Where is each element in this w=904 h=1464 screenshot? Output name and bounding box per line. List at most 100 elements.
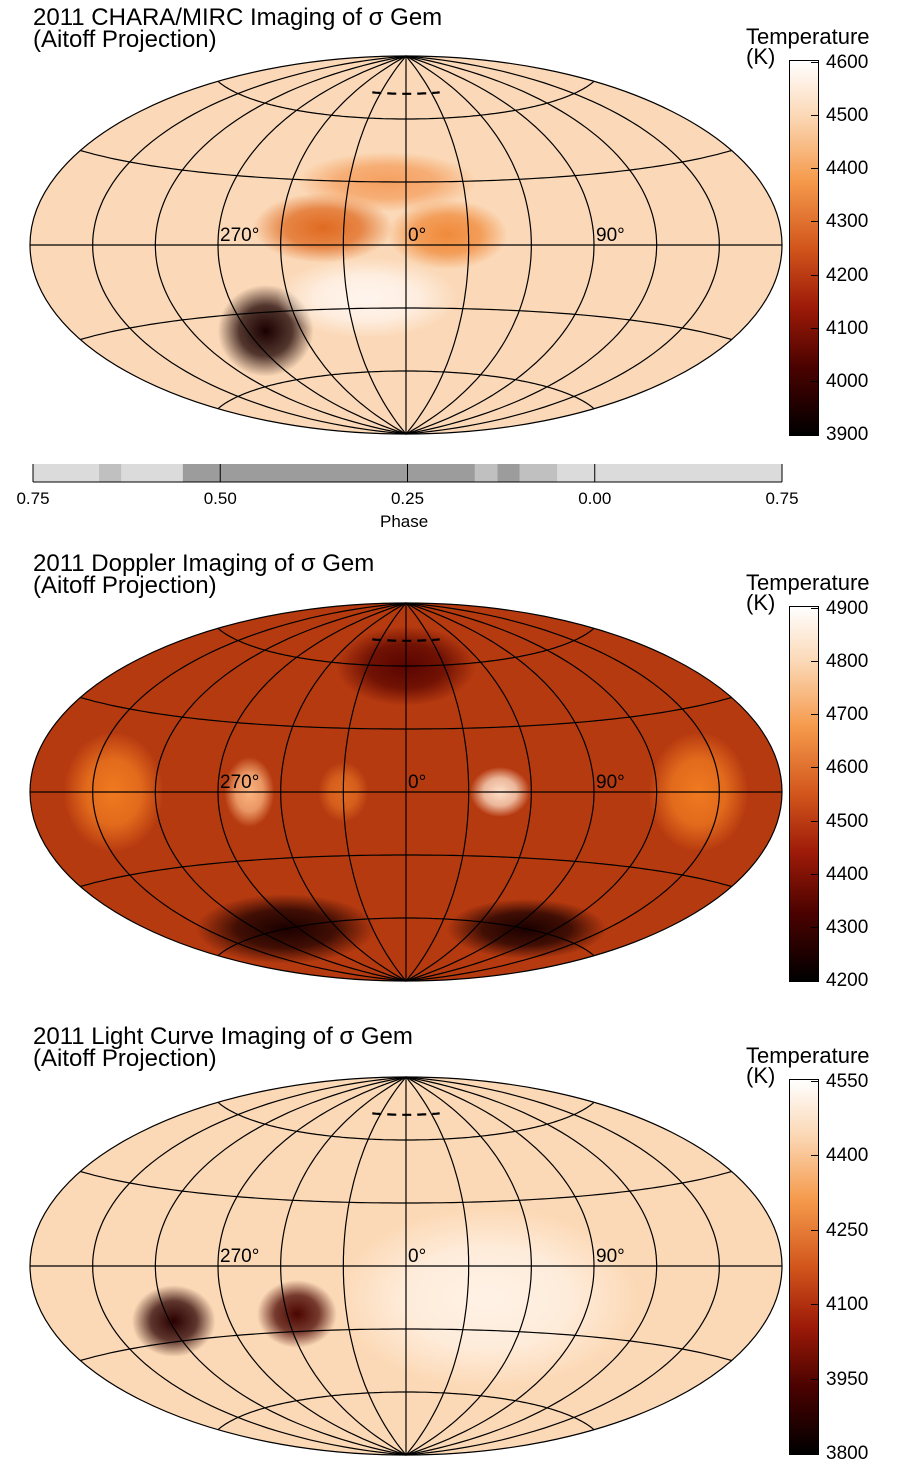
parallel-line	[217, 917, 595, 957]
parallel-line	[217, 1101, 595, 1141]
colorbar-tick-mark	[811, 1304, 819, 1306]
map-outline	[29, 55, 783, 435]
colorbar-unit: (K)	[746, 1063, 776, 1088]
colorbar-tick-mark	[811, 980, 819, 981]
colorbar-tick-mark	[811, 1155, 819, 1157]
longitude-label: 90°	[596, 1246, 625, 1267]
colorbar-tick-label: 3950	[826, 1368, 869, 1390]
colorbar-tick-label: 4200	[826, 970, 869, 991]
phase-coverage-band	[98, 464, 122, 482]
colorbar-tick-label: 3900	[826, 424, 869, 445]
phase-tick-label: 0.75	[16, 489, 49, 508]
colorbar-tick-label: 4300	[826, 211, 869, 233]
panel-title: 2011 Doppler Imaging of σ Gem	[33, 550, 375, 577]
phase-coverage-axis: 0.75 0.50 0.25 0.00 0.75	[16, 464, 799, 508]
longitude-label: 0°	[408, 1246, 426, 1267]
colorbar	[789, 1079, 819, 1455]
colorbar-tick-mark	[811, 327, 819, 329]
parallel-line	[80, 854, 732, 888]
longitude-label: 0°	[408, 772, 426, 793]
visibility-limit-dashed	[372, 91, 440, 95]
parallel-line	[217, 370, 595, 410]
parallel-line	[80, 1170, 732, 1204]
colorbar-tick-label: 4400	[826, 863, 869, 885]
longitude-label: 270°	[220, 225, 259, 246]
map-outline	[29, 1076, 783, 1456]
colorbar-tick-label: 4250	[826, 1219, 869, 1241]
colorbar-tick-label: 3800	[826, 1443, 869, 1464]
longitude-label: 0°	[408, 225, 426, 246]
colorbar-tick-mark	[811, 62, 819, 63]
colorbar-tick-label: 4200	[826, 264, 869, 286]
phase-tick-label: 0.50	[204, 489, 237, 508]
colorbar-tick-label: 4100	[826, 1294, 869, 1316]
visibility-limit-dashed	[372, 1112, 440, 1116]
colorbar-tick-mark	[811, 1081, 819, 1082]
colorbar-tick-mark	[811, 661, 819, 663]
colorbar-tick-mark	[811, 926, 819, 928]
colorbar-tick-label: 4400	[826, 158, 869, 180]
colorbar-tick-label: 4000	[826, 370, 869, 392]
colorbar-tick-label: 4100	[826, 317, 869, 339]
colorbar-tick-mark	[811, 1378, 819, 1380]
phase-tick-label: 0.00	[578, 489, 611, 508]
colorbar-title: Temperature	[746, 570, 870, 595]
colorbar-tick-label: 4550	[826, 1071, 869, 1092]
phase-coverage-band	[497, 464, 520, 482]
temperature-spot	[256, 1279, 337, 1348]
phase-tick-label: 0.75	[765, 489, 798, 508]
parallel-line	[217, 627, 595, 667]
panel-subtitle: (Aitoff Projection)	[33, 26, 217, 53]
longitude-label: 270°	[220, 1246, 259, 1267]
colorbar-unit: (K)	[746, 590, 776, 615]
colorbar-tick-mark	[811, 434, 819, 435]
longitude-label: 90°	[596, 225, 625, 246]
colorbar-tick-mark	[811, 168, 819, 170]
parallel-line	[80, 307, 732, 341]
colorbar-title: Temperature	[746, 1043, 870, 1068]
colorbar-tick-mark	[811, 221, 819, 223]
colorbar-tick-label: 4400	[826, 1145, 869, 1167]
parallel-line	[80, 149, 732, 183]
colorbar-tick-mark	[811, 873, 819, 875]
colorbar-tick-mark	[811, 608, 819, 609]
colorbar-tick-mark	[811, 820, 819, 822]
colorbar-tick-mark	[811, 767, 819, 769]
colorbar	[789, 60, 819, 436]
colorbar-tick-label: 4800	[826, 651, 869, 673]
colorbar-tick-mark	[811, 115, 819, 117]
panel-subtitle: (Aitoff Projection)	[33, 1045, 217, 1072]
aitoff-map: 270° 0° 90°	[29, 602, 783, 982]
phase-coverage-band	[182, 464, 475, 482]
colorbar-tick-label: 4900	[826, 598, 869, 619]
phase-axis-label: Phase	[380, 512, 429, 531]
phase-coverage-band	[557, 464, 782, 482]
parallel-line	[80, 1328, 732, 1362]
colorbar-tick-label: 4700	[826, 704, 869, 726]
colorbar-tick-mark	[811, 274, 819, 276]
longitude-label: 90°	[596, 772, 625, 793]
phase-coverage-band	[519, 464, 558, 482]
colorbar-tick-label: 4500	[826, 105, 869, 127]
colorbar-tick-mark	[811, 380, 819, 382]
temperature-spot	[337, 1208, 638, 1389]
colorbar-tick-mark	[811, 714, 819, 716]
colorbar-title: Temperature	[746, 24, 870, 49]
map-outline	[29, 602, 783, 982]
colorbar	[789, 606, 819, 982]
colorbar-tick-label: 4300	[826, 916, 869, 938]
colorbar-tick-mark	[811, 1453, 819, 1454]
temperature-spot	[387, 199, 508, 270]
visibility-limit-dashed	[372, 638, 440, 642]
phase-coverage-band	[33, 464, 99, 482]
parallel-line	[217, 80, 595, 120]
longitude-label: 270°	[220, 772, 259, 793]
panel-subtitle: (Aitoff Projection)	[33, 572, 217, 599]
panel-title: 2011 Light Curve Imaging of σ Gem	[33, 1023, 413, 1050]
colorbar-tick-mark	[811, 1229, 819, 1231]
colorbar-unit: (K)	[746, 44, 776, 69]
colorbar-tick-label: 4600	[826, 52, 869, 73]
phase-coverage-band	[121, 464, 183, 482]
panel-title: 2011 CHARA/MIRC Imaging of σ Gem	[33, 4, 443, 31]
